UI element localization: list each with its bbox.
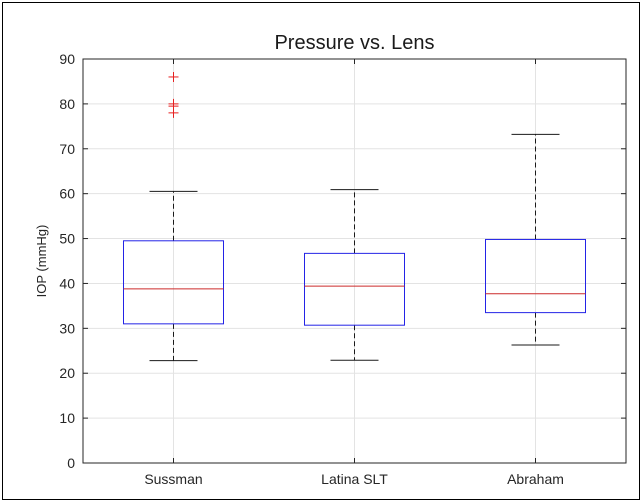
iqr-box	[485, 238, 586, 314]
y-tick-label: 40	[59, 275, 75, 291]
x-tick-label: Sussman	[144, 471, 202, 487]
y-tick-label: 50	[59, 231, 75, 247]
box-group	[123, 71, 224, 362]
boxes	[123, 71, 586, 362]
x-tick-label: Latina SLT	[321, 471, 388, 487]
outlier-marker	[168, 71, 179, 82]
outlier-marker	[168, 98, 179, 109]
y-tick-label: 30	[59, 320, 75, 336]
iqr-box	[123, 240, 224, 325]
y-tick-label: 80	[59, 96, 75, 112]
y-tick-label: 90	[59, 51, 75, 67]
x-tick-label: Abraham	[507, 471, 564, 487]
y-tick-label: 10	[59, 410, 75, 426]
y-tick-label: 0	[67, 455, 75, 471]
y-axis-label: IOP (mmHg)	[34, 225, 49, 298]
chart-title: Pressure vs. Lens	[274, 32, 434, 54]
y-tick-label: 60	[59, 186, 75, 202]
y-tick-label: 20	[59, 365, 75, 381]
iqr-box	[304, 252, 405, 326]
box-group	[304, 189, 405, 361]
ticks: 0 10 20 30 40 50 60 70 80 90 Sussman Latina SLT Abra…	[59, 51, 626, 487]
box-group	[485, 133, 586, 346]
y-tick-label: 70	[59, 141, 75, 157]
